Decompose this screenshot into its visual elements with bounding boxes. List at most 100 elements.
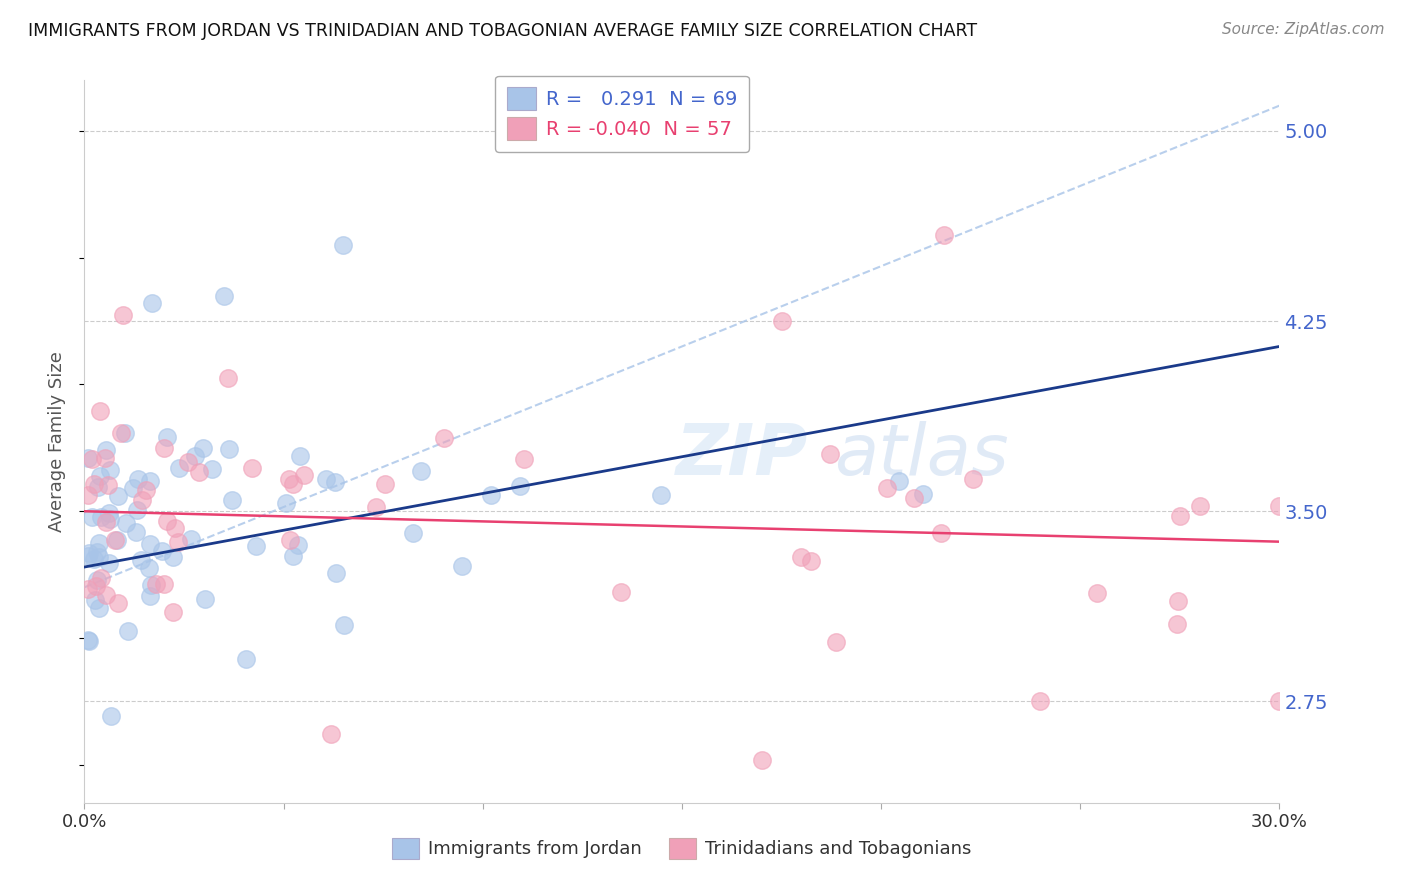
Point — [1166, 617, 1188, 632]
Point — [962, 471, 984, 485]
Point — [411, 464, 433, 478]
Point — [290, 449, 312, 463]
Point — [153, 577, 176, 591]
Point — [325, 566, 347, 581]
Point — [903, 491, 925, 506]
Point — [150, 543, 173, 558]
Point — [201, 461, 224, 475]
Point — [1268, 499, 1291, 513]
Point — [156, 430, 179, 444]
Point — [138, 589, 160, 603]
Text: IMMIGRANTS FROM JORDAN VS TRINIDADIAN AND TOBAGONIAN AVERAGE FAMILY SIZE CORRELA: IMMIGRANTS FROM JORDAN VS TRINIDADIAN AN… — [28, 22, 977, 40]
Point — [433, 431, 456, 445]
Point — [221, 493, 243, 508]
Point — [332, 618, 354, 632]
Point — [1168, 509, 1191, 524]
Point — [315, 472, 337, 486]
Point — [77, 488, 100, 502]
Point — [87, 535, 110, 549]
Point — [162, 605, 184, 619]
Point — [323, 475, 346, 489]
Point — [87, 601, 110, 615]
Point — [929, 526, 952, 541]
Point — [125, 503, 148, 517]
Point — [80, 451, 103, 466]
Point — [122, 481, 145, 495]
Point — [153, 442, 176, 456]
Point — [751, 753, 773, 767]
Point — [332, 238, 354, 252]
Point — [1268, 694, 1291, 708]
Point — [240, 461, 263, 475]
Point — [77, 549, 100, 563]
Point — [141, 295, 163, 310]
Point — [1029, 694, 1052, 708]
Point — [141, 578, 163, 592]
Point — [138, 561, 160, 575]
Point — [183, 450, 205, 464]
Point — [277, 472, 299, 486]
Point — [825, 635, 848, 649]
Point — [77, 633, 100, 648]
Point — [117, 624, 139, 638]
Point — [105, 533, 128, 547]
Point — [479, 488, 502, 502]
Point — [139, 537, 162, 551]
Point — [912, 487, 935, 501]
Text: Source: ZipAtlas.com: Source: ZipAtlas.com — [1222, 22, 1385, 37]
Legend: Immigrants from Jordan, Trinidadians and Tobagonians: Immigrants from Jordan, Trinidadians and… — [385, 830, 979, 866]
Point — [156, 514, 179, 528]
Point — [887, 474, 910, 488]
Point — [127, 472, 149, 486]
Text: ZIP: ZIP — [675, 422, 808, 491]
Point — [366, 500, 388, 514]
Point — [84, 593, 107, 607]
Y-axis label: Average Family Size: Average Family Size — [48, 351, 66, 532]
Point — [934, 227, 956, 242]
Point — [163, 520, 186, 534]
Point — [110, 426, 132, 441]
Point — [162, 550, 184, 565]
Point — [218, 442, 240, 456]
Point — [94, 588, 117, 602]
Point — [114, 426, 136, 441]
Point — [139, 474, 162, 488]
Point — [134, 483, 156, 497]
Point — [77, 582, 100, 596]
Point — [194, 591, 217, 606]
Point — [876, 481, 898, 495]
Point — [115, 516, 138, 530]
Point — [129, 553, 152, 567]
Point — [77, 451, 100, 466]
Point — [89, 469, 111, 483]
Point — [89, 403, 111, 417]
Point — [513, 452, 536, 467]
Point — [283, 549, 305, 563]
Point — [131, 493, 153, 508]
Point — [235, 652, 257, 666]
Point — [321, 727, 343, 741]
Point — [80, 509, 103, 524]
Point — [280, 533, 302, 547]
Point — [94, 451, 117, 466]
Point — [87, 550, 110, 565]
Point — [112, 308, 135, 322]
Point — [98, 557, 121, 571]
Point — [274, 496, 297, 510]
Point — [125, 525, 148, 540]
Point — [374, 477, 396, 491]
Point — [104, 533, 127, 547]
Point — [217, 371, 239, 385]
Point — [86, 573, 108, 587]
Point — [187, 465, 209, 479]
Point — [107, 596, 129, 610]
Point — [100, 512, 122, 526]
Point — [100, 463, 122, 477]
Point — [86, 545, 108, 559]
Point — [145, 576, 167, 591]
Point — [77, 546, 100, 560]
Point — [509, 478, 531, 492]
Point — [77, 634, 100, 648]
Point — [97, 478, 120, 492]
Point — [83, 552, 105, 566]
